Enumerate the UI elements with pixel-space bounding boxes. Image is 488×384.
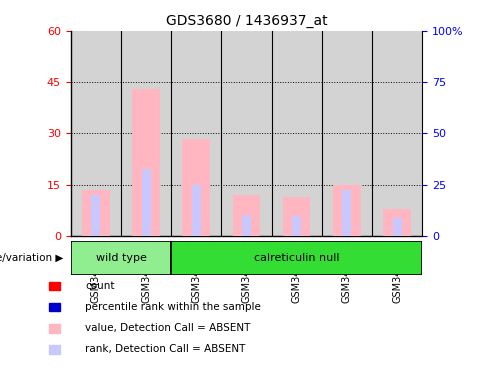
Text: value, Detection Call = ABSENT: value, Detection Call = ABSENT <box>85 323 251 333</box>
Bar <box>372 31 422 236</box>
Bar <box>71 31 121 236</box>
Text: percentile rank within the sample: percentile rank within the sample <box>85 302 261 312</box>
Bar <box>171 31 222 236</box>
Bar <box>233 195 260 236</box>
Bar <box>342 190 351 236</box>
Bar <box>142 169 151 236</box>
Bar <box>183 139 210 236</box>
Bar <box>192 185 201 236</box>
Title: GDS3680 / 1436937_at: GDS3680 / 1436937_at <box>165 14 327 28</box>
Bar <box>283 197 310 236</box>
Bar <box>171 241 422 275</box>
Bar <box>71 241 171 275</box>
Bar <box>121 31 171 236</box>
Text: rank, Detection Call = ABSENT: rank, Detection Call = ABSENT <box>85 344 246 354</box>
Bar <box>383 209 411 236</box>
Bar <box>82 190 110 236</box>
Text: count: count <box>85 281 115 291</box>
Text: calreticulin null: calreticulin null <box>254 253 339 263</box>
Bar <box>322 31 372 236</box>
Text: wild type: wild type <box>96 253 146 263</box>
Bar <box>91 195 101 236</box>
Bar <box>292 216 301 236</box>
Bar <box>132 89 160 236</box>
Text: genotype/variation ▶: genotype/variation ▶ <box>0 253 64 263</box>
Bar <box>242 215 251 236</box>
Bar <box>333 185 361 236</box>
Bar <box>222 31 271 236</box>
Bar <box>392 218 402 236</box>
Bar <box>271 31 322 236</box>
